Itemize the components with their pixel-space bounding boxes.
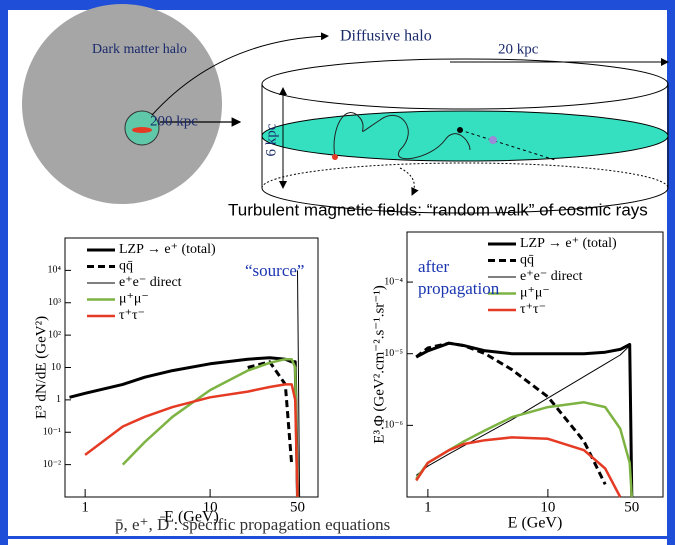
halo-size: 200 kpc <box>150 113 198 129</box>
frame-bottom <box>0 536 675 539</box>
frame-left <box>0 0 8 545</box>
y-tick-label: 1 <box>56 394 61 405</box>
y-tick-label: 10⁻² <box>43 459 61 470</box>
x-tick-label: 50 <box>290 499 305 515</box>
observer <box>332 154 338 160</box>
annotation: after <box>418 257 449 276</box>
y-tick-label: 10 <box>51 362 61 373</box>
legend-label: e⁺e⁻ direct <box>119 275 182 290</box>
direct-path <box>459 129 556 161</box>
legend-label: LZP → e⁺ (total) <box>119 242 216 257</box>
y-tick-label: 10⁻⁵ <box>384 348 403 359</box>
footer: p̄, e⁺, D̄ : specific propagation equati… <box>115 515 390 534</box>
series-line <box>297 270 301 498</box>
series-line <box>415 345 633 498</box>
dark-matter-halo <box>22 4 222 204</box>
annotation: “source” <box>245 261 304 280</box>
x-tick-label: 10 <box>540 499 555 515</box>
caption: Turbulent magnetic fields: “random walk”… <box>228 200 648 219</box>
random-walk-path <box>333 112 471 160</box>
x-tick-label: 10 <box>203 499 218 515</box>
x-tick-label: 50 <box>624 499 639 515</box>
zoom-arrow <box>151 32 329 116</box>
y-tick-label: 10² <box>48 329 61 340</box>
plot-frame <box>406 231 664 498</box>
x-axis-label: E (GeV) <box>508 515 563 532</box>
series-line <box>415 436 622 498</box>
diffusive-halo-label: Diffusive halo <box>340 28 432 45</box>
series-line <box>84 383 299 498</box>
frame-right <box>667 0 675 545</box>
galactic-disk-small <box>132 127 152 133</box>
y-axis-label: E³ dN/dE (GeV²) <box>33 316 49 419</box>
y-tick-label: 10³ <box>48 297 61 308</box>
y-tick-label: 10⁻⁶ <box>384 420 403 431</box>
x-tick-label: 1 <box>81 499 89 515</box>
y-tick-label: 10⁴ <box>48 265 62 276</box>
y-tick-label: 10⁻⁴ <box>384 276 403 287</box>
legend-label: qq̄ <box>520 253 534 268</box>
series-line <box>415 341 634 498</box>
legend-label: LZP → e⁺ (total) <box>520 236 617 251</box>
disk-radius: 20 kpc <box>498 41 539 57</box>
pointer <box>399 167 419 196</box>
galactic-center <box>489 136 497 144</box>
legend-label: τ⁺τ⁻ <box>119 308 145 323</box>
disk-height: 6 kpc <box>263 123 279 156</box>
legend-label: μ⁺μ⁻ <box>119 292 149 307</box>
x-axis-label: E (GeV) <box>164 509 219 526</box>
legend-label: μ⁺μ⁻ <box>520 286 550 301</box>
x-tick-label: 1 <box>424 499 432 515</box>
series-line <box>415 341 607 486</box>
legend-label: e⁺e⁻ direct <box>520 269 583 284</box>
legend-label: qq̄ <box>119 259 133 274</box>
galactic-disk <box>261 110 669 162</box>
series-line <box>247 360 294 465</box>
legend-label: τ⁺τ⁻ <box>520 302 546 317</box>
cylinder-bottom <box>261 187 669 214</box>
series-line <box>121 357 299 498</box>
halo-label: Dark matter halo <box>92 42 187 57</box>
frame-top <box>0 0 675 10</box>
annotation: propagation <box>418 279 500 298</box>
y-axis-label: E³.Φ (GeV².cm⁻².s⁻¹.sr⁻¹) <box>371 285 387 443</box>
y-tick-label: 10⁻¹ <box>43 427 61 438</box>
